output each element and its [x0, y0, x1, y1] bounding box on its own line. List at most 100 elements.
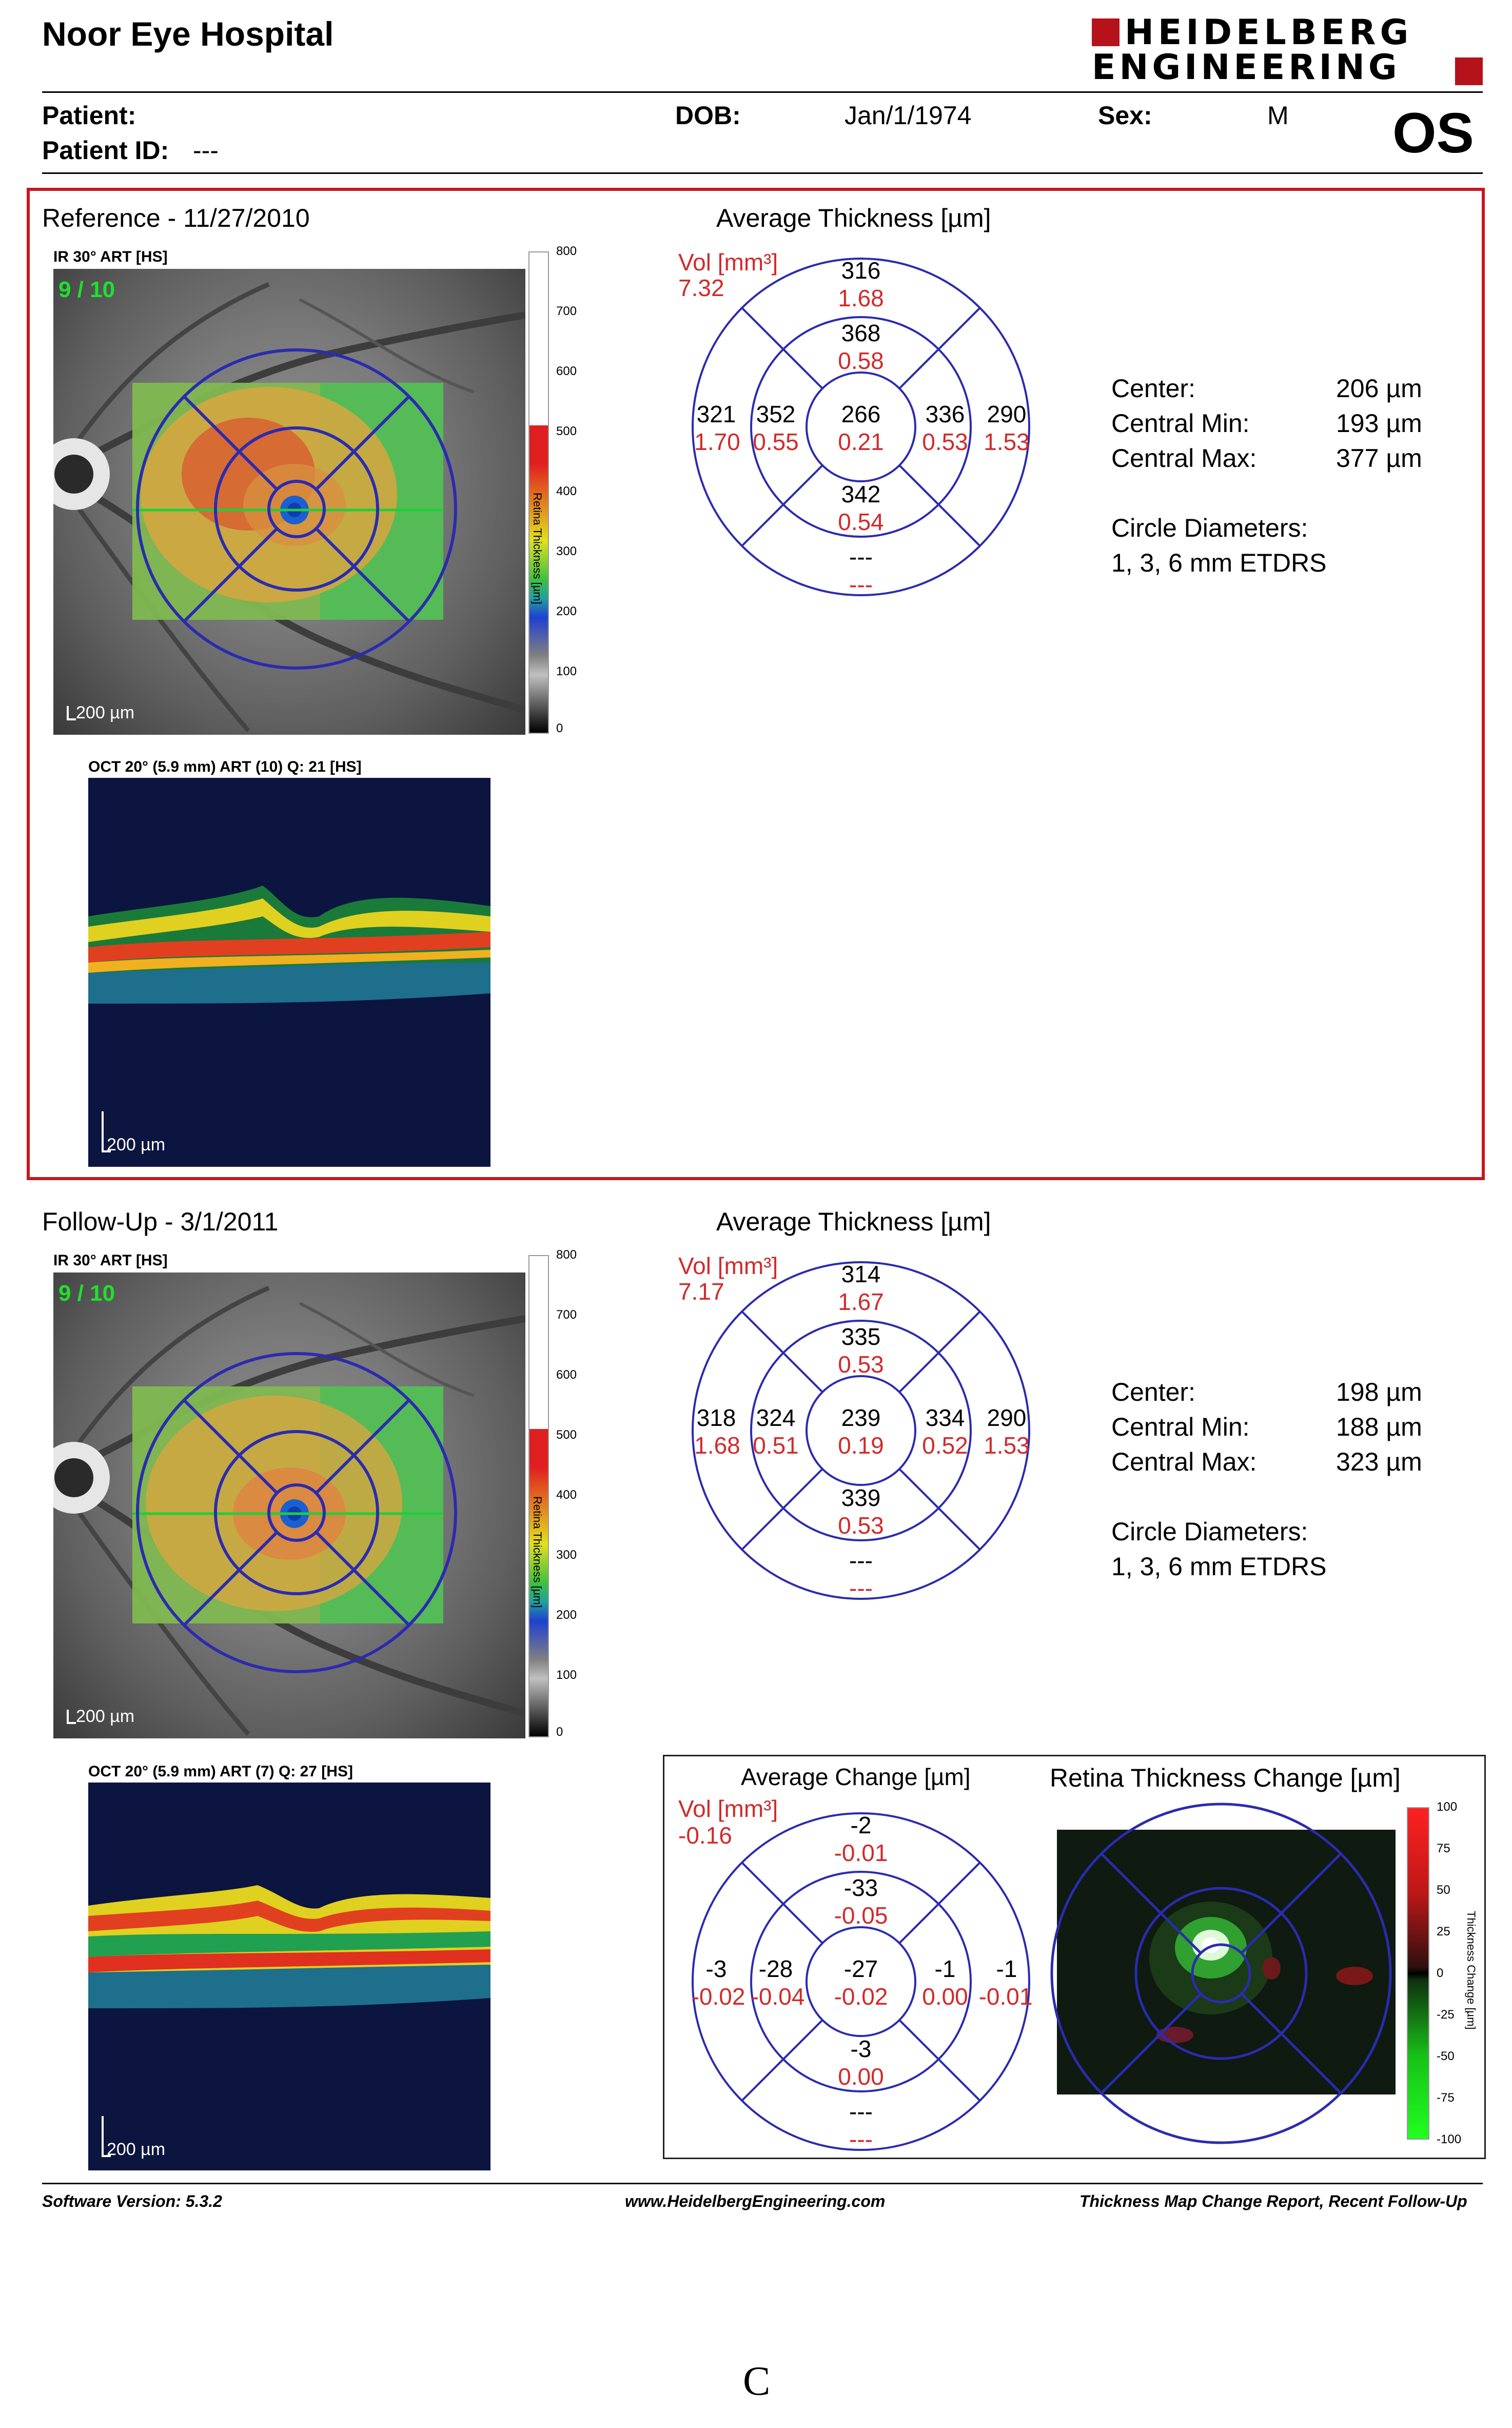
- followup-ir-label: IR 30° ART [HS]: [53, 1252, 168, 1269]
- sex-value: M: [1267, 101, 1289, 130]
- reference-oct-image: 200 µm: [88, 778, 490, 1167]
- outer-right-value: 290: [987, 1404, 1027, 1431]
- reference-oct-scalebar: [102, 1111, 104, 1152]
- followup-avg-title: Average Thickness [µm]: [716, 1207, 991, 1236]
- reference-central-min-value: 193 µm: [1336, 409, 1422, 438]
- followup-oct-scale-label: 200 µm: [107, 2140, 166, 2159]
- colorbar-tick: 600: [556, 364, 577, 378]
- reference-vol-value: 7.32: [678, 275, 724, 301]
- followup-ir-image: 9 / 10 200 µm: [53, 1272, 525, 1738]
- center-volume: 0.19: [838, 1432, 884, 1459]
- outer-left-value: -3: [705, 1955, 727, 1982]
- colorbar-tick: 700: [556, 1308, 577, 1322]
- outer-top-value: 316: [841, 257, 881, 284]
- logo-text-engineering: ENGINEERING: [1092, 47, 1401, 88]
- outer-right-volume: 1.53: [984, 428, 1030, 455]
- colorbar-tick: 200: [556, 604, 577, 618]
- center-value: 239: [841, 1404, 881, 1431]
- change-grid-values: -2 -0.01 -33 -0.05 -3 -0.02 -28 -0.04 -2…: [691, 1811, 1033, 2152]
- colorbar-tick: 0: [556, 1725, 563, 1739]
- colorbar-tick: 700: [556, 304, 577, 318]
- reference-etdrs-overlay: [136, 348, 457, 670]
- change-vol-label: Vol [mm³]: [678, 1795, 778, 1822]
- patient-id-value: ---: [193, 136, 219, 165]
- followup-ir-scale-label: 200 µm: [76, 1707, 135, 1726]
- followup-etdrs-grid: [692, 1261, 1030, 1600]
- header-divider-top: [42, 91, 1483, 93]
- inner-left-value: -28: [758, 1955, 793, 1982]
- colorbar-tick: -50: [1437, 2049, 1455, 2063]
- followup-grid-values: 314 1.67 335 0.53 318 1.68 324 0.51 239 …: [691, 1260, 1031, 1601]
- followup-vol-value: 7.17: [678, 1278, 724, 1305]
- colorbar-tick: 100: [556, 1668, 577, 1682]
- colorbar-tick: 200: [556, 1608, 577, 1622]
- inner-left-volume: 0.55: [753, 428, 799, 455]
- followup-ir-scalebar-h: [67, 1722, 76, 1724]
- footer-software-version: Software Version: 5.3.2: [42, 2192, 222, 2210]
- dob-label: DOB:: [675, 101, 741, 130]
- reference-vol-label: Vol [mm³]: [678, 249, 778, 276]
- inner-right-volume: 0.52: [922, 1432, 968, 1459]
- reference-ir-scalebar-h: [67, 718, 76, 720]
- colorbar-tick: 400: [556, 1488, 577, 1502]
- inner-bottom-value: 342: [841, 481, 881, 507]
- change-vol-value: -0.16: [678, 1822, 732, 1849]
- reference-central-max-label: Central Max:: [1111, 444, 1257, 473]
- followup-central-min-label: Central Min:: [1111, 1413, 1250, 1441]
- followup-oct-scalebar: [102, 2116, 104, 2157]
- inner-top-volume: 0.53: [838, 1351, 884, 1378]
- reference-title: Reference - 11/27/2010: [42, 204, 310, 232]
- followup-central-min-value: 188 µm: [1336, 1413, 1422, 1441]
- inner-left-value: 352: [756, 401, 796, 427]
- outer-right-volume: -0.01: [978, 1983, 1033, 2010]
- change-map-etdrs-overlay: [1050, 1803, 1392, 2144]
- inner-top-value: 368: [841, 320, 881, 346]
- center-volume: 0.21: [838, 428, 884, 455]
- outer-bottom-value: ---: [849, 2098, 873, 2125]
- colorbar-tick: 400: [556, 484, 577, 498]
- reference-ir-scalebar: [67, 706, 69, 719]
- colorbar-tick: 100: [556, 664, 577, 678]
- outer-top-value: -2: [850, 1812, 872, 1838]
- header-divider-bottom: [42, 172, 1483, 174]
- colorbar-tick: 800: [556, 244, 577, 258]
- outer-top-volume: 1.67: [838, 1288, 884, 1315]
- reference-circle-value: 1, 3, 6 mm ETDRS: [1111, 549, 1327, 577]
- patient-label: Patient:: [42, 101, 136, 130]
- footer-divider: [42, 2183, 1483, 2184]
- reference-circle-label: Circle Diameters:: [1111, 514, 1308, 542]
- followup-center-value: 198 µm: [1336, 1378, 1422, 1406]
- colorbar-tick: 800: [556, 1248, 577, 1262]
- colorbar-tick: -100: [1437, 2132, 1462, 2146]
- outer-top-value: 314: [841, 1261, 881, 1287]
- outer-right-volume: 1.53: [984, 1432, 1030, 1459]
- reference-oct-scalebar-h: [102, 1150, 111, 1152]
- inner-bottom-volume: 0.00: [838, 2063, 884, 2090]
- inner-bottom-value: 339: [841, 1484, 881, 1511]
- colorbar-tick: 25: [1437, 1925, 1450, 1939]
- center-value: 266: [841, 401, 881, 427]
- colorbar-tick: 0: [1437, 1966, 1444, 1980]
- reference-center-label: Center:: [1111, 374, 1195, 403]
- followup-central-max-label: Central Max:: [1111, 1447, 1257, 1476]
- dob-value: Jan/1/1974: [845, 101, 972, 130]
- inner-bottom-value: -3: [850, 2035, 872, 2062]
- outer-left-value: 321: [696, 401, 736, 427]
- followup-colorbar: [528, 1255, 549, 1737]
- change-colorbar: [1407, 1807, 1429, 2140]
- inner-bottom-volume: 0.53: [838, 1512, 884, 1539]
- center-volume: -0.02: [834, 1983, 888, 2010]
- followup-oct-scalebar-h: [102, 2155, 111, 2157]
- heidelberg-logo: HEIDELBERG ENGINEERING: [1092, 12, 1483, 88]
- followup-colorbar-ticks: 800 700 600 500 400 300 200 100 0: [556, 1248, 587, 1740]
- followup-circle-label: Circle Diameters:: [1111, 1517, 1308, 1546]
- logo-square-top: [1092, 18, 1120, 46]
- followup-vol-label: Vol [mm³]: [678, 1252, 778, 1279]
- inner-left-volume: -0.04: [751, 1983, 805, 2010]
- outer-top-volume: 1.68: [838, 285, 884, 311]
- reference-oct-label: OCT 20° (5.9 mm) ART (10) Q: 21 [HS]: [88, 758, 362, 775]
- followup-oct-label: OCT 20° (5.9 mm) ART (7) Q: 27 [HS]: [88, 1763, 353, 1780]
- footer-website: www.HeidelbergEngineering.com: [625, 2192, 886, 2210]
- colorbar-tick: 50: [1437, 1883, 1450, 1897]
- reference-colorbar-title: Retina Thickness [µm]: [531, 493, 544, 604]
